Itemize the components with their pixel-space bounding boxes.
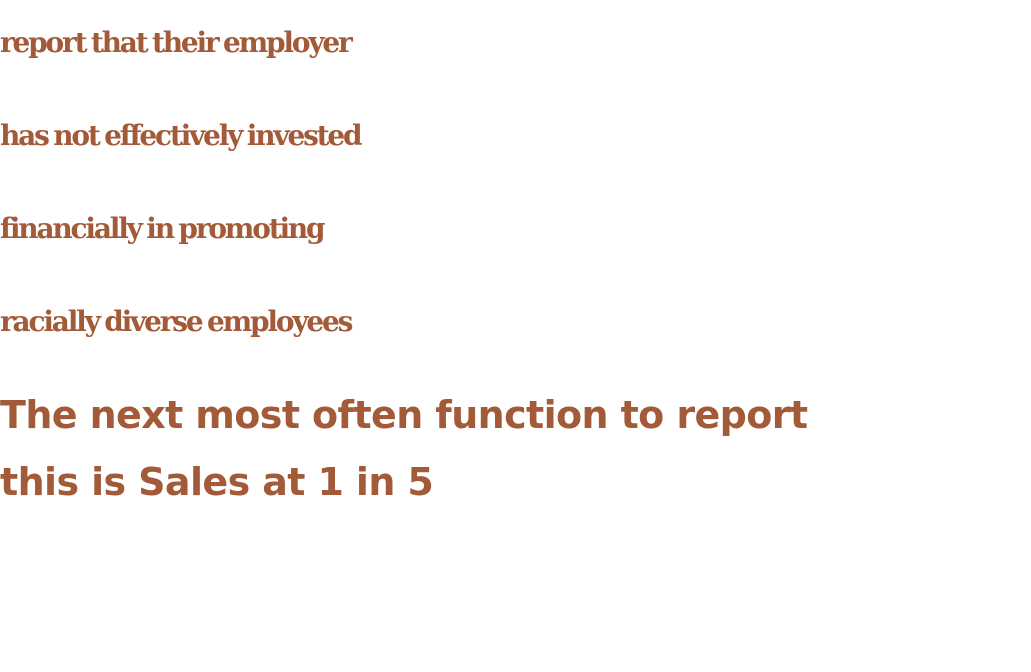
subheading: The next most often function to report t… — [0, 382, 1000, 516]
headline: report that their employer has not effec… — [0, 26, 363, 338]
subheading-line-1: The next most often function to report — [0, 393, 808, 437]
subheading-line-2: this is Sales at 1 in 5 — [0, 460, 434, 504]
headline-line-2: has not effectively invested — [0, 119, 363, 152]
headline-line-1: report that their employer — [0, 26, 353, 59]
headline-line-3: financially in promoting — [0, 212, 326, 245]
headline-line-4: racially diverse employees — [0, 305, 353, 338]
